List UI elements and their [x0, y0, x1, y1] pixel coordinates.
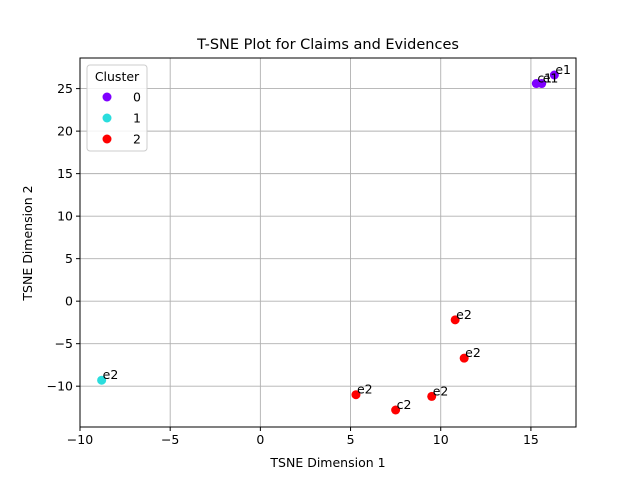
scatter-point	[351, 390, 361, 400]
point-label: e2	[465, 345, 481, 360]
scatter-point	[450, 315, 460, 325]
scatter-point	[391, 405, 401, 415]
legend-label: 1	[133, 111, 141, 126]
legend-entries: 0 1 2	[102, 90, 141, 147]
scatter-points	[97, 70, 559, 415]
legend-label: 2	[133, 132, 141, 147]
y-tick-label: −10	[47, 379, 73, 394]
y-tick-label: 15	[57, 166, 73, 181]
legend-box	[86, 64, 148, 152]
point-label: c1	[537, 71, 552, 86]
x-tick-label: −10	[67, 432, 93, 447]
point-label: e2	[456, 307, 472, 322]
scatter-point	[537, 79, 547, 89]
x-tick-label: 0	[256, 432, 264, 447]
grid-lines	[79, 58, 576, 427]
y-tick-label: 0	[65, 294, 73, 309]
y-tick-label: −5	[55, 336, 73, 351]
legend: Cluster 0 1 2	[86, 64, 148, 152]
scatter-point	[97, 375, 107, 385]
legend-marker	[102, 134, 112, 144]
x-tick-label: 5	[347, 432, 355, 447]
y-axis-label: TSNE Dimension 2	[20, 185, 35, 301]
legend-title: Cluster	[95, 69, 140, 84]
y-tick-label: 25	[57, 81, 73, 96]
scatter-point	[427, 391, 437, 401]
x-tick-label: 15	[523, 432, 539, 447]
plot-area-frame	[79, 57, 577, 428]
point-label: e2	[433, 383, 449, 398]
y-tick-label: 10	[57, 209, 73, 224]
point-label: c2	[397, 397, 412, 412]
x-tick-label: −5	[161, 432, 179, 447]
y-tick-label: 20	[57, 124, 73, 139]
legend-label: 0	[133, 90, 141, 105]
scatter-point	[549, 70, 559, 80]
legend-marker	[102, 113, 112, 123]
point-label: e1	[555, 62, 571, 77]
point-label: e1	[543, 71, 559, 86]
y-tick-label: 5	[65, 251, 73, 266]
x-axis-label: TSNE Dimension 1	[269, 455, 385, 470]
point-label: e2	[103, 367, 119, 382]
chart-title: T-SNE Plot for Claims and Evidences	[196, 37, 459, 53]
point-label: e2	[357, 382, 373, 397]
scatter-point	[459, 353, 469, 363]
legend-marker	[102, 92, 112, 102]
x-tick-label: 10	[433, 432, 449, 447]
